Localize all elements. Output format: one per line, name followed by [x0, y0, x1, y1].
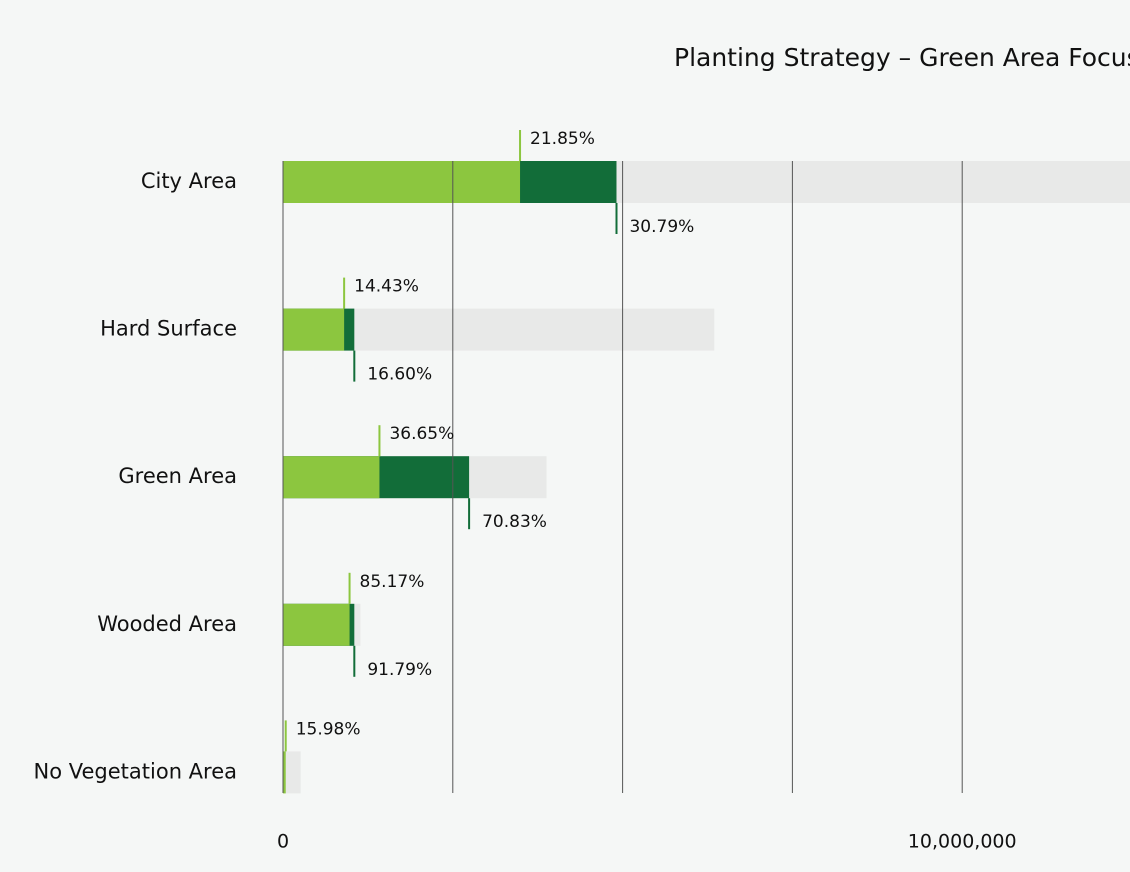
x-tick-label: 10,000,000	[908, 831, 1017, 853]
category-label: City Area	[141, 169, 237, 193]
annotation-label: 91.79%	[367, 660, 432, 680]
category-label: Green Area	[118, 464, 237, 488]
category-label: No Vegetation Area	[34, 759, 237, 783]
bar	[283, 308, 345, 351]
annotation-label: 30.79%	[629, 217, 694, 237]
total-bar	[283, 308, 715, 351]
annotation-label: 36.65%	[389, 424, 454, 444]
annotation-label: 16.60%	[367, 365, 432, 385]
total-bar	[283, 751, 301, 794]
annotation-label: 85.17%	[360, 572, 425, 592]
annotation-label: 70.83%	[482, 512, 547, 532]
bar	[283, 751, 286, 794]
chart-title: Planting Strategy – Green Area Focused	[674, 43, 1130, 72]
annotation-label: 15.98%	[296, 719, 361, 739]
annotation-label: 14.43%	[354, 277, 419, 297]
annotation-label: 21.85%	[530, 129, 595, 149]
category-label: Wooded Area	[97, 612, 237, 636]
x-tick-label: 0	[277, 831, 289, 853]
bar	[283, 603, 350, 646]
bar	[283, 456, 380, 499]
bar	[283, 161, 521, 203]
category-label: Hard Surface	[100, 317, 237, 341]
